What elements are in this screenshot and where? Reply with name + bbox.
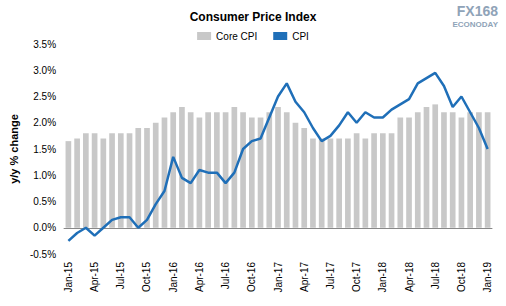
svg-text:Jul-15: Jul-15	[115, 262, 126, 290]
svg-text:Oct-18: Oct-18	[456, 262, 467, 292]
svg-text:1.5%: 1.5%	[33, 144, 56, 155]
svg-text:FX168: FX168	[457, 3, 498, 19]
svg-text:CPI: CPI	[292, 31, 309, 42]
svg-text:Apr-17: Apr-17	[299, 262, 310, 292]
svg-text:Core CPI: Core CPI	[216, 31, 257, 42]
svg-text:2.0%: 2.0%	[33, 117, 56, 128]
svg-text:Apr-18: Apr-18	[404, 262, 415, 292]
svg-text:-0.5%: -0.5%	[30, 249, 56, 260]
svg-text:Jul-17: Jul-17	[325, 262, 336, 290]
svg-text:Jan-15: Jan-15	[63, 262, 74, 293]
svg-text:0.5%: 0.5%	[33, 196, 56, 207]
svg-text:Jul-16: Jul-16	[220, 262, 231, 290]
svg-text:3.5%: 3.5%	[33, 39, 56, 50]
svg-text:Jan-18: Jan-18	[377, 262, 388, 293]
svg-text:Oct-17: Oct-17	[351, 262, 362, 292]
svg-text:Jul-18: Jul-18	[430, 262, 441, 290]
svg-text:2.5%: 2.5%	[33, 91, 56, 102]
svg-text:Consumer Price Index: Consumer Price Index	[190, 10, 317, 24]
svg-text:ECONODAY: ECONODAY	[453, 20, 499, 29]
svg-text:3.0%: 3.0%	[33, 65, 56, 76]
svg-text:0.0%: 0.0%	[33, 222, 56, 233]
svg-text:y/y % change: y/y % change	[8, 114, 20, 184]
svg-text:Apr-16: Apr-16	[194, 262, 205, 292]
svg-text:Apr-15: Apr-15	[89, 262, 100, 292]
svg-text:Jan-16: Jan-16	[168, 262, 179, 293]
svg-text:Oct-16: Oct-16	[246, 262, 257, 292]
svg-text:Jan-19: Jan-19	[482, 262, 493, 293]
svg-text:Oct-15: Oct-15	[141, 262, 152, 292]
svg-text:Jan-17: Jan-17	[273, 262, 284, 293]
svg-text:1.0%: 1.0%	[33, 170, 56, 181]
